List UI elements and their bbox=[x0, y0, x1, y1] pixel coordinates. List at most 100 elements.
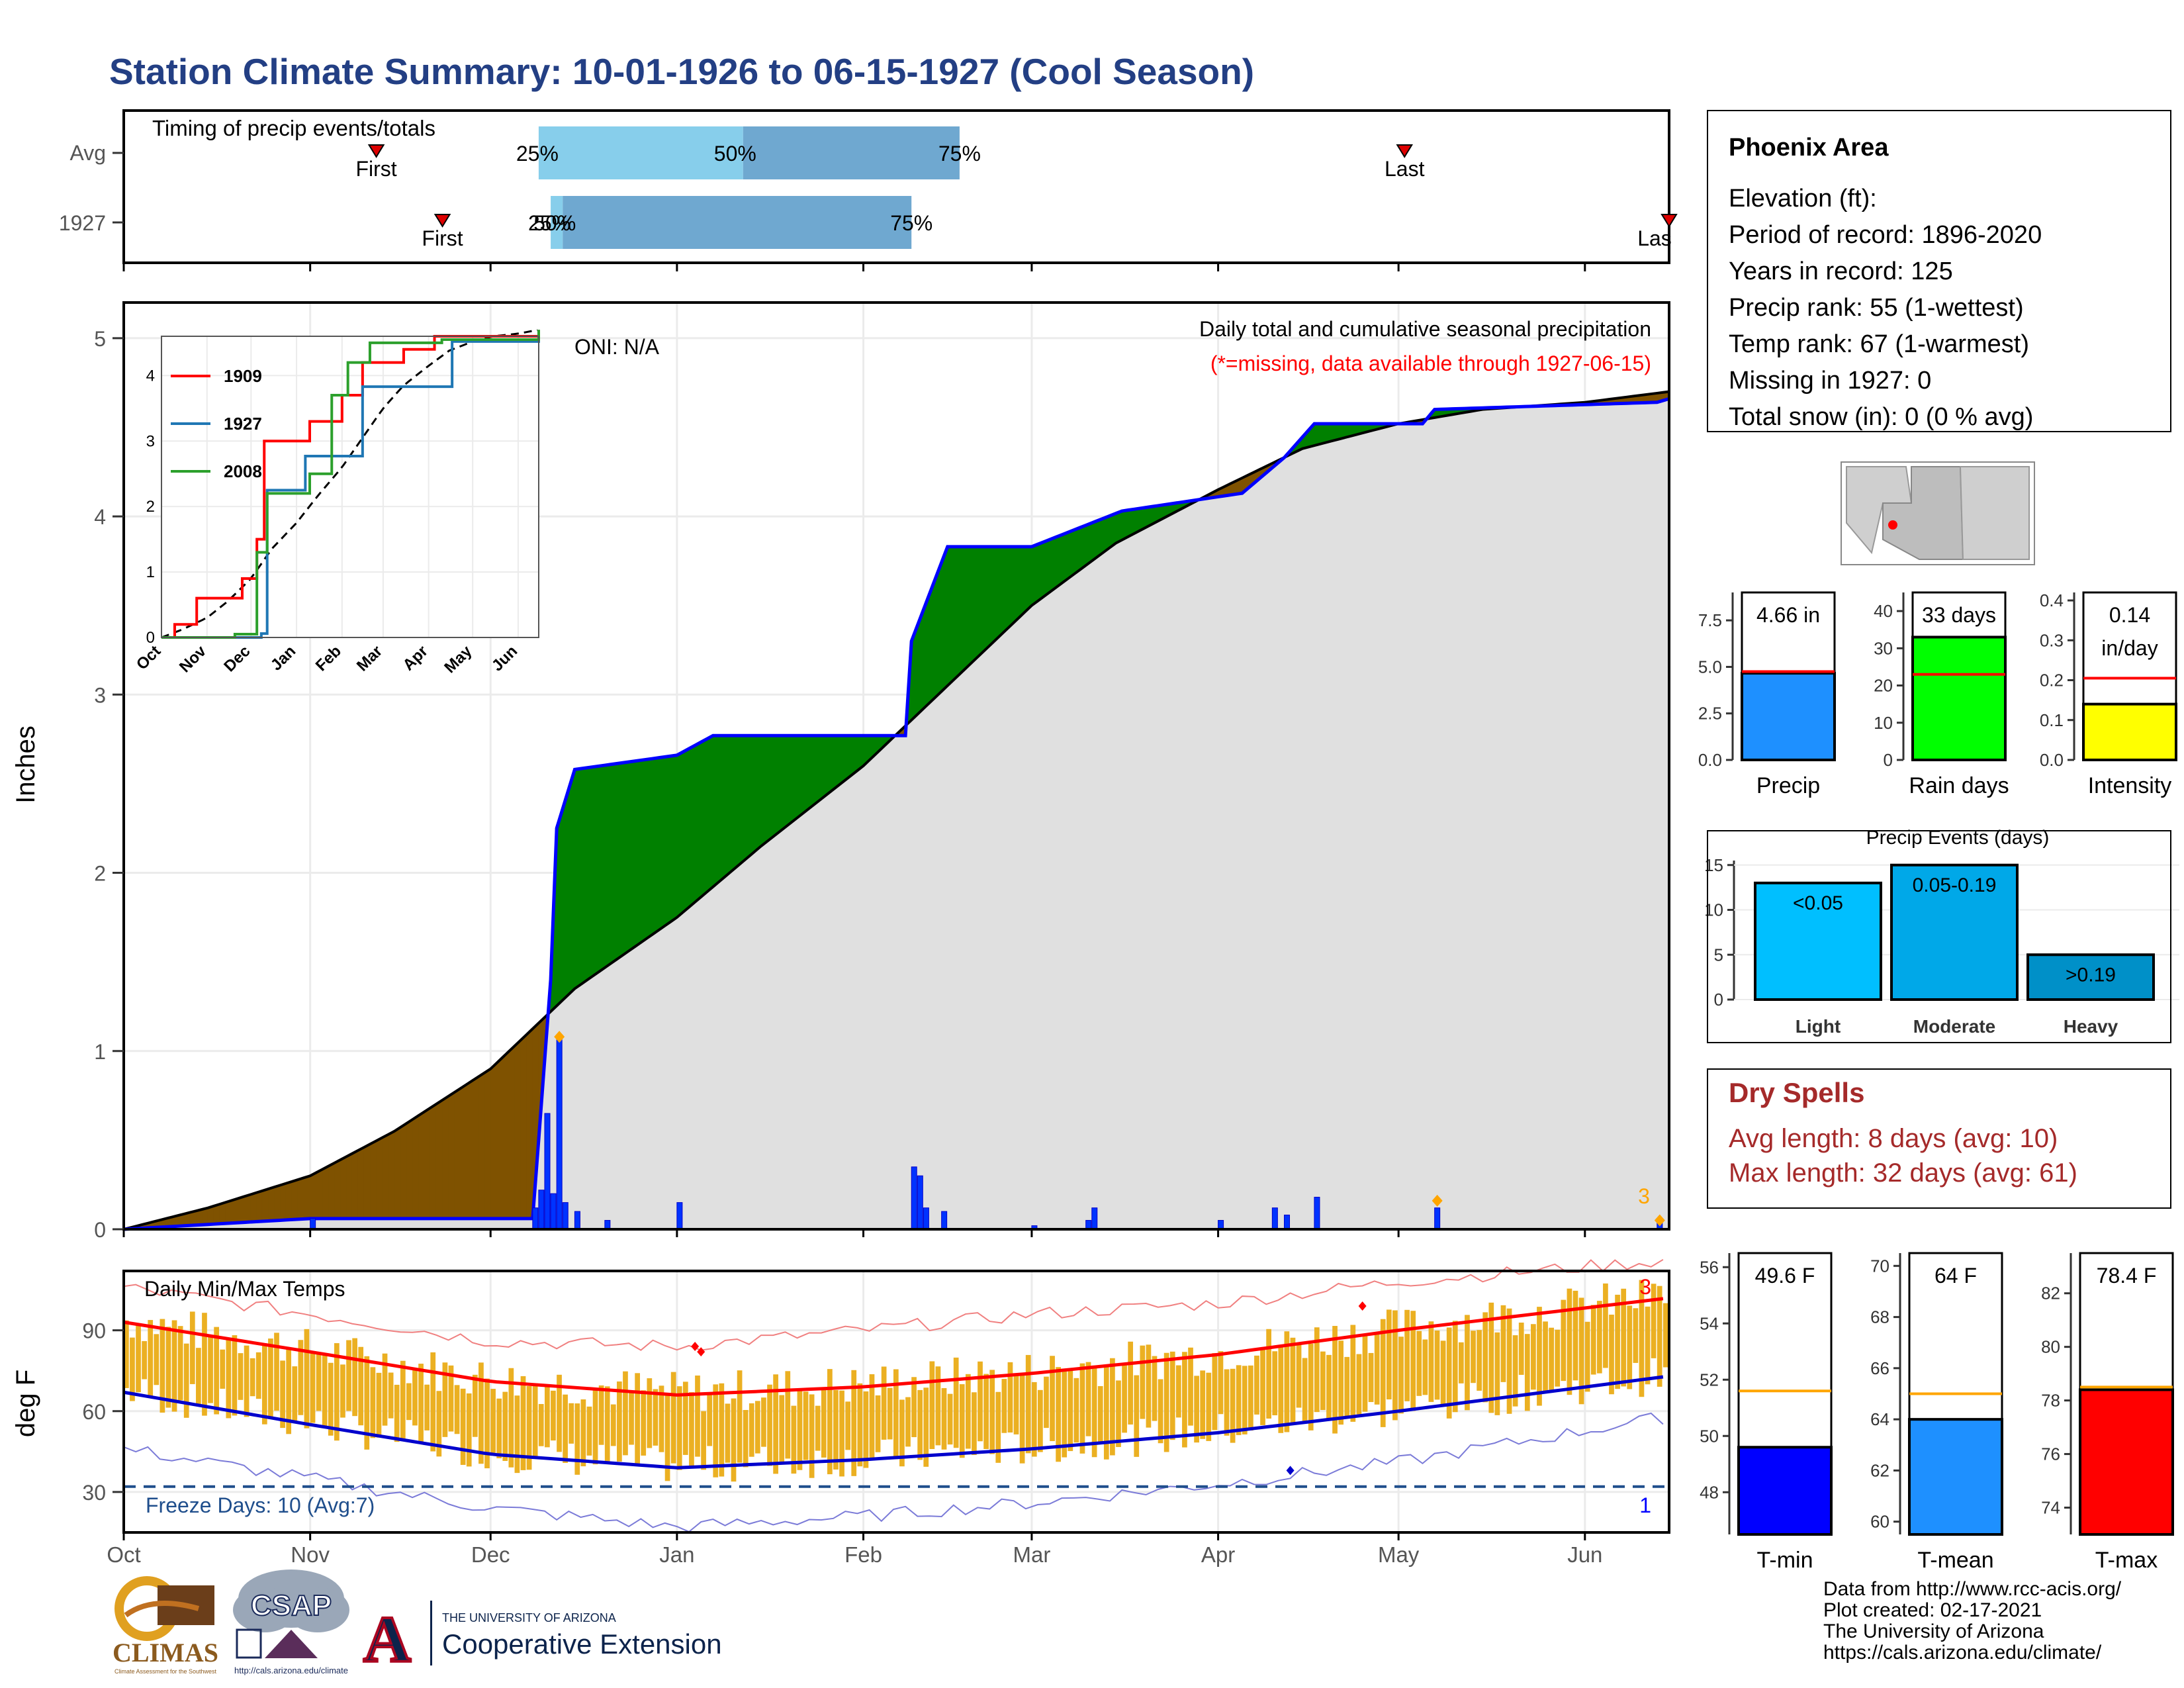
dry-spells-frame bbox=[1707, 1068, 2171, 1209]
daily-temp-bar bbox=[725, 1403, 731, 1463]
mini-bar-t-min bbox=[1737, 1446, 1833, 1536]
departure-band bbox=[839, 735, 846, 786]
daily-temp-bar bbox=[664, 1394, 670, 1481]
daily-temp-bar bbox=[978, 1361, 983, 1442]
daily-precip-bar bbox=[1314, 1197, 1320, 1230]
departure-band bbox=[737, 735, 744, 867]
temp-ylabel: deg F bbox=[11, 1370, 40, 1437]
freeze-days-label: Freeze Days: 10 (Avg:7) bbox=[146, 1493, 375, 1517]
daily-temp-bar bbox=[827, 1369, 833, 1475]
daily-precip-bar bbox=[562, 1202, 569, 1230]
daily-temp-bar bbox=[1188, 1347, 1193, 1426]
daily-temp-bar bbox=[1044, 1376, 1049, 1429]
departure-band bbox=[238, 1196, 245, 1223]
dry-spells-max: Max length: 32 days (avg: 61) bbox=[1729, 1158, 2077, 1188]
departure-band bbox=[833, 735, 840, 790]
departure-band bbox=[622, 761, 629, 956]
station-precip-rank: Precip rank: 55 (1-wettest) bbox=[1729, 294, 2024, 322]
departure-band bbox=[749, 735, 756, 857]
departure-band bbox=[484, 1068, 491, 1219]
departure-band bbox=[616, 762, 623, 961]
average-tmax-line bbox=[123, 1297, 1664, 1397]
mini-bar-category-label: T-min bbox=[1757, 1548, 1813, 1573]
departure-band bbox=[1314, 423, 1321, 446]
xtick-label-dec: Dec bbox=[471, 1542, 510, 1567]
mini-bar-t-max bbox=[2079, 1388, 2174, 1536]
daily-temp-bar bbox=[1512, 1335, 1518, 1407]
daily-temp-bar bbox=[791, 1405, 797, 1474]
xtick-label-may: May bbox=[1378, 1542, 1420, 1567]
daily-temp-bar bbox=[701, 1411, 706, 1470]
departure-band bbox=[1115, 510, 1122, 544]
daily-temp-bar bbox=[1278, 1346, 1284, 1433]
mini-bar-category-label: Intensity bbox=[2088, 773, 2172, 798]
daily-precip-bar bbox=[923, 1207, 929, 1230]
daily-temp-bar bbox=[875, 1395, 881, 1452]
daily-temp-bar bbox=[839, 1390, 844, 1477]
departure-band bbox=[1079, 524, 1087, 571]
departure-band bbox=[1037, 541, 1044, 602]
daily-temp-bar bbox=[154, 1334, 159, 1385]
departure-band bbox=[435, 1099, 443, 1219]
daily-temp-bar bbox=[1103, 1366, 1109, 1460]
departure-band bbox=[279, 1182, 287, 1221]
daily-temp-bar bbox=[1248, 1365, 1253, 1431]
events-title: Precip Events (days) bbox=[1866, 827, 2050, 849]
climas-logo-swoosh bbox=[124, 1601, 200, 1618]
daily-temp-bar bbox=[1338, 1340, 1344, 1425]
record-high-count: 3 bbox=[1639, 1275, 1651, 1299]
daily-temp-bar bbox=[947, 1393, 953, 1445]
daily-temp-bar bbox=[707, 1393, 713, 1446]
precip-record-count: 3 bbox=[1638, 1184, 1650, 1208]
departure-band bbox=[310, 1172, 317, 1219]
daily-temp-bar bbox=[136, 1324, 141, 1393]
locator-map bbox=[1841, 461, 2035, 565]
departure-band bbox=[1043, 539, 1050, 598]
daily-temp-bar bbox=[551, 1390, 556, 1441]
footer-line-3: The University of Arizona bbox=[1823, 1620, 2044, 1642]
daily-temp-bar bbox=[1218, 1351, 1224, 1415]
daily-temp-bar bbox=[863, 1391, 869, 1468]
daily-temp-bar bbox=[1645, 1306, 1651, 1385]
timing-box-lower bbox=[538, 126, 743, 179]
events-bar-label: >0.19 bbox=[2066, 964, 2116, 986]
daily-temp-bar bbox=[659, 1385, 664, 1452]
departure-band bbox=[688, 745, 696, 908]
daily-temp-bar bbox=[1284, 1331, 1290, 1432]
inset-frame bbox=[161, 336, 539, 638]
departure-band bbox=[261, 1188, 269, 1222]
departure-band bbox=[646, 758, 654, 939]
temp-chart-title: Daily Min/Max Temps bbox=[144, 1277, 345, 1301]
climas-logo: CLIMAS Climate Assessment for the Southw… bbox=[113, 1576, 218, 1675]
daily-temp-bar bbox=[1290, 1337, 1296, 1425]
timing-row-1927-label: 1927 bbox=[59, 211, 106, 235]
departure-band bbox=[1049, 536, 1056, 593]
daily-temp-bar bbox=[604, 1386, 610, 1464]
mini-bar-precip bbox=[1741, 672, 1836, 761]
daily-temp-bar bbox=[1182, 1352, 1187, 1448]
daily-temp-bar bbox=[1362, 1335, 1368, 1412]
daily-temp-bar bbox=[328, 1362, 334, 1436]
mini-ytick-label: 78 bbox=[2041, 1391, 2060, 1411]
timing-q50-label: 50% bbox=[714, 142, 756, 165]
daily-temp-bar bbox=[1212, 1353, 1218, 1430]
daily-temp-bar bbox=[1662, 1303, 1668, 1368]
departure-band bbox=[1073, 527, 1081, 575]
daily-temp-bar bbox=[202, 1313, 207, 1416]
daily-temp-bar bbox=[466, 1393, 472, 1467]
csap-mountain-icon bbox=[265, 1630, 318, 1658]
daily-precip-bar bbox=[1271, 1207, 1278, 1230]
mini-ytick-label: 0.2 bbox=[2040, 671, 2064, 690]
mini-bar-category-label: Precip bbox=[1756, 773, 1820, 798]
daily-temp-bar bbox=[670, 1372, 676, 1464]
departure-band bbox=[454, 1088, 461, 1219]
daily-temp-bar bbox=[899, 1399, 905, 1467]
daily-record-marker bbox=[1654, 1214, 1665, 1227]
daily-temp-bar bbox=[514, 1395, 520, 1474]
inset-ytick-label: 4 bbox=[146, 367, 155, 385]
departure-band bbox=[809, 735, 816, 810]
daily-temp-bar bbox=[676, 1386, 682, 1470]
daily-temp-bar bbox=[1175, 1365, 1181, 1418]
